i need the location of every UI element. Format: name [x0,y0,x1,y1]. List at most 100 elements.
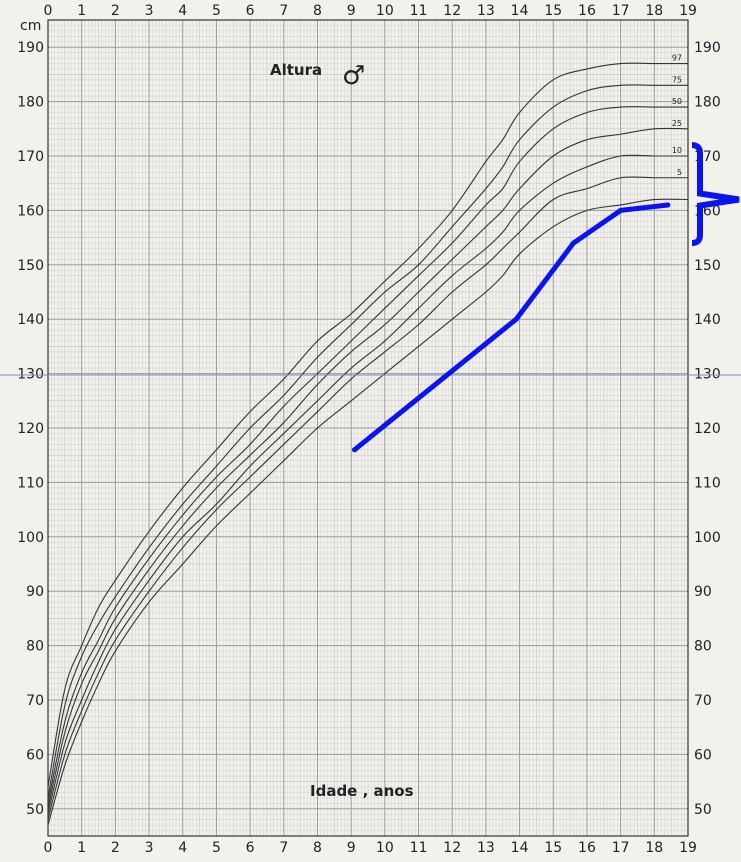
percentile-curves [47,62,689,826]
y-unit-label: cm [20,18,41,34]
y-tick-label-right: 60 [694,747,712,763]
x-tick-label-bottom: 0 [44,840,53,856]
y-tick-label-left: 180 [17,95,44,111]
x-tick-label-top: 0 [44,3,53,19]
x-tick-label-bottom: 7 [279,840,288,856]
x-tick-label-bottom: 2 [111,840,120,856]
x-tick-label-bottom: 10 [376,840,394,856]
y-tick-label-left: 150 [17,258,44,274]
x-tick-label-bottom: 19 [679,840,697,856]
percentile-curve-50 [47,106,688,804]
y-tick-label-right: 110 [694,475,721,491]
y-tick-label-left: 80 [26,639,44,655]
y-tick-label-left: 90 [26,584,44,600]
x-tick-label-bottom: 6 [246,840,255,856]
x-axis-label: Idade , anos [310,782,414,800]
x-tick-label-top: 3 [145,3,154,19]
x-tick-label-top: 4 [178,3,187,19]
y-tick-label-left: 100 [17,530,44,546]
y-tick-label-left: 60 [26,747,44,763]
y-tick-label-left: 140 [17,312,44,328]
male-symbol: ♂ [342,61,365,91]
percentile-label: 5 [677,168,682,177]
x-tick-label-top: 16 [578,3,596,19]
x-tick-label-top: 9 [347,3,356,19]
percentile-label: 25 [672,119,682,128]
x-tick-label-top: 6 [246,3,255,19]
y-tick-label-left: 120 [17,421,44,437]
percentile-label: 97 [672,54,682,63]
percentile-curve-10 [47,154,688,815]
percentile-curve-97 [47,62,688,788]
percentile-label: 50 [672,97,682,106]
y-tick-label-left: 190 [17,40,44,56]
x-tick-label-top: 15 [544,3,562,19]
y-tick-label-right: 90 [694,584,712,600]
x-tick-label-bottom: 12 [443,840,461,856]
x-tick-label-bottom: 15 [544,840,562,856]
percentile-labels: 97 75 50 25 10 5 [672,54,682,177]
y-tick-label-left: 110 [17,475,44,491]
x-tick-label-top: 7 [279,3,288,19]
x-tick-label-top: 13 [477,3,495,19]
x-tick-label-bottom: 17 [612,840,630,856]
x-tick-label-top: 12 [443,3,461,19]
x-tick-label-top: 11 [410,3,428,19]
y-tick-label-right: 190 [694,40,721,56]
x-tick-label-bottom: 13 [477,840,495,856]
x-tick-label-top: 14 [511,3,529,19]
x-tick-label-bottom: 14 [511,840,529,856]
x-tick-label-bottom: 8 [313,840,322,856]
target-height-bracket [691,142,740,247]
x-tick-label-bottom: 4 [178,840,187,856]
x-tick-label-top: 19 [679,3,697,19]
patient-point [618,207,624,213]
percentile-curve-lowest [47,198,689,826]
y-tick-label-right: 50 [694,802,712,818]
x-tick-label-bottom: 1 [77,840,86,856]
y-tick-label-right: 120 [694,421,721,437]
x-tick-label-bottom: 5 [212,840,221,856]
bracket-layer [691,142,740,247]
percentile-curve-25 [47,127,689,809]
percentile-curve-75 [47,84,688,799]
x-tick-label-top: 2 [111,3,120,19]
y-tick-label-right: 140 [694,312,721,328]
y-tick-label-left: 170 [17,149,44,165]
x-tick-label-top: 17 [612,3,630,19]
plot-frame [47,19,689,837]
x-tick-label-top: 8 [313,3,322,19]
x-tick-label-bottom: 3 [145,840,154,856]
x-tick-label-bottom: 16 [578,840,596,856]
y-tick-label-left: 50 [26,802,44,818]
y-tick-label-right: 70 [694,693,712,709]
x-tick-label-bottom: 9 [347,840,356,856]
x-tick-label-top: 1 [77,3,86,19]
patient-point [352,447,358,453]
x-tick-label-top: 5 [212,3,221,19]
x-tick-label-bottom: 11 [410,840,428,856]
patient-point [665,202,671,208]
y-tick-label-right: 150 [694,258,721,274]
x-tick-label-bottom: 18 [645,840,663,856]
x-tick-labels-bottom: 0 1 2 3 4 5 6 7 8 9 10 11 12 13 14 15 16 17 18 19 [44,840,697,856]
x-tick-labels-top: 0 1 2 3 4 5 6 7 8 9 10 11 12 13 14 15 16 17 18 19 [44,3,697,19]
patient-point [570,240,576,246]
percentile-label: 10 [672,146,682,155]
patient-layer [352,202,671,453]
percentile-curve-5 [47,176,688,820]
patient-point [513,316,519,322]
y-tick-label-right: 100 [694,530,721,546]
y-tick-label-right: 180 [694,95,721,111]
percentile-label: 75 [672,75,682,84]
x-tick-label-top: 10 [376,3,394,19]
chart-title: Altura [270,61,322,79]
y-tick-label-right: 80 [694,639,712,655]
y-tick-label-left: 70 [26,693,44,709]
y-tick-label-left: 160 [17,203,44,219]
x-tick-label-top: 18 [645,3,663,19]
